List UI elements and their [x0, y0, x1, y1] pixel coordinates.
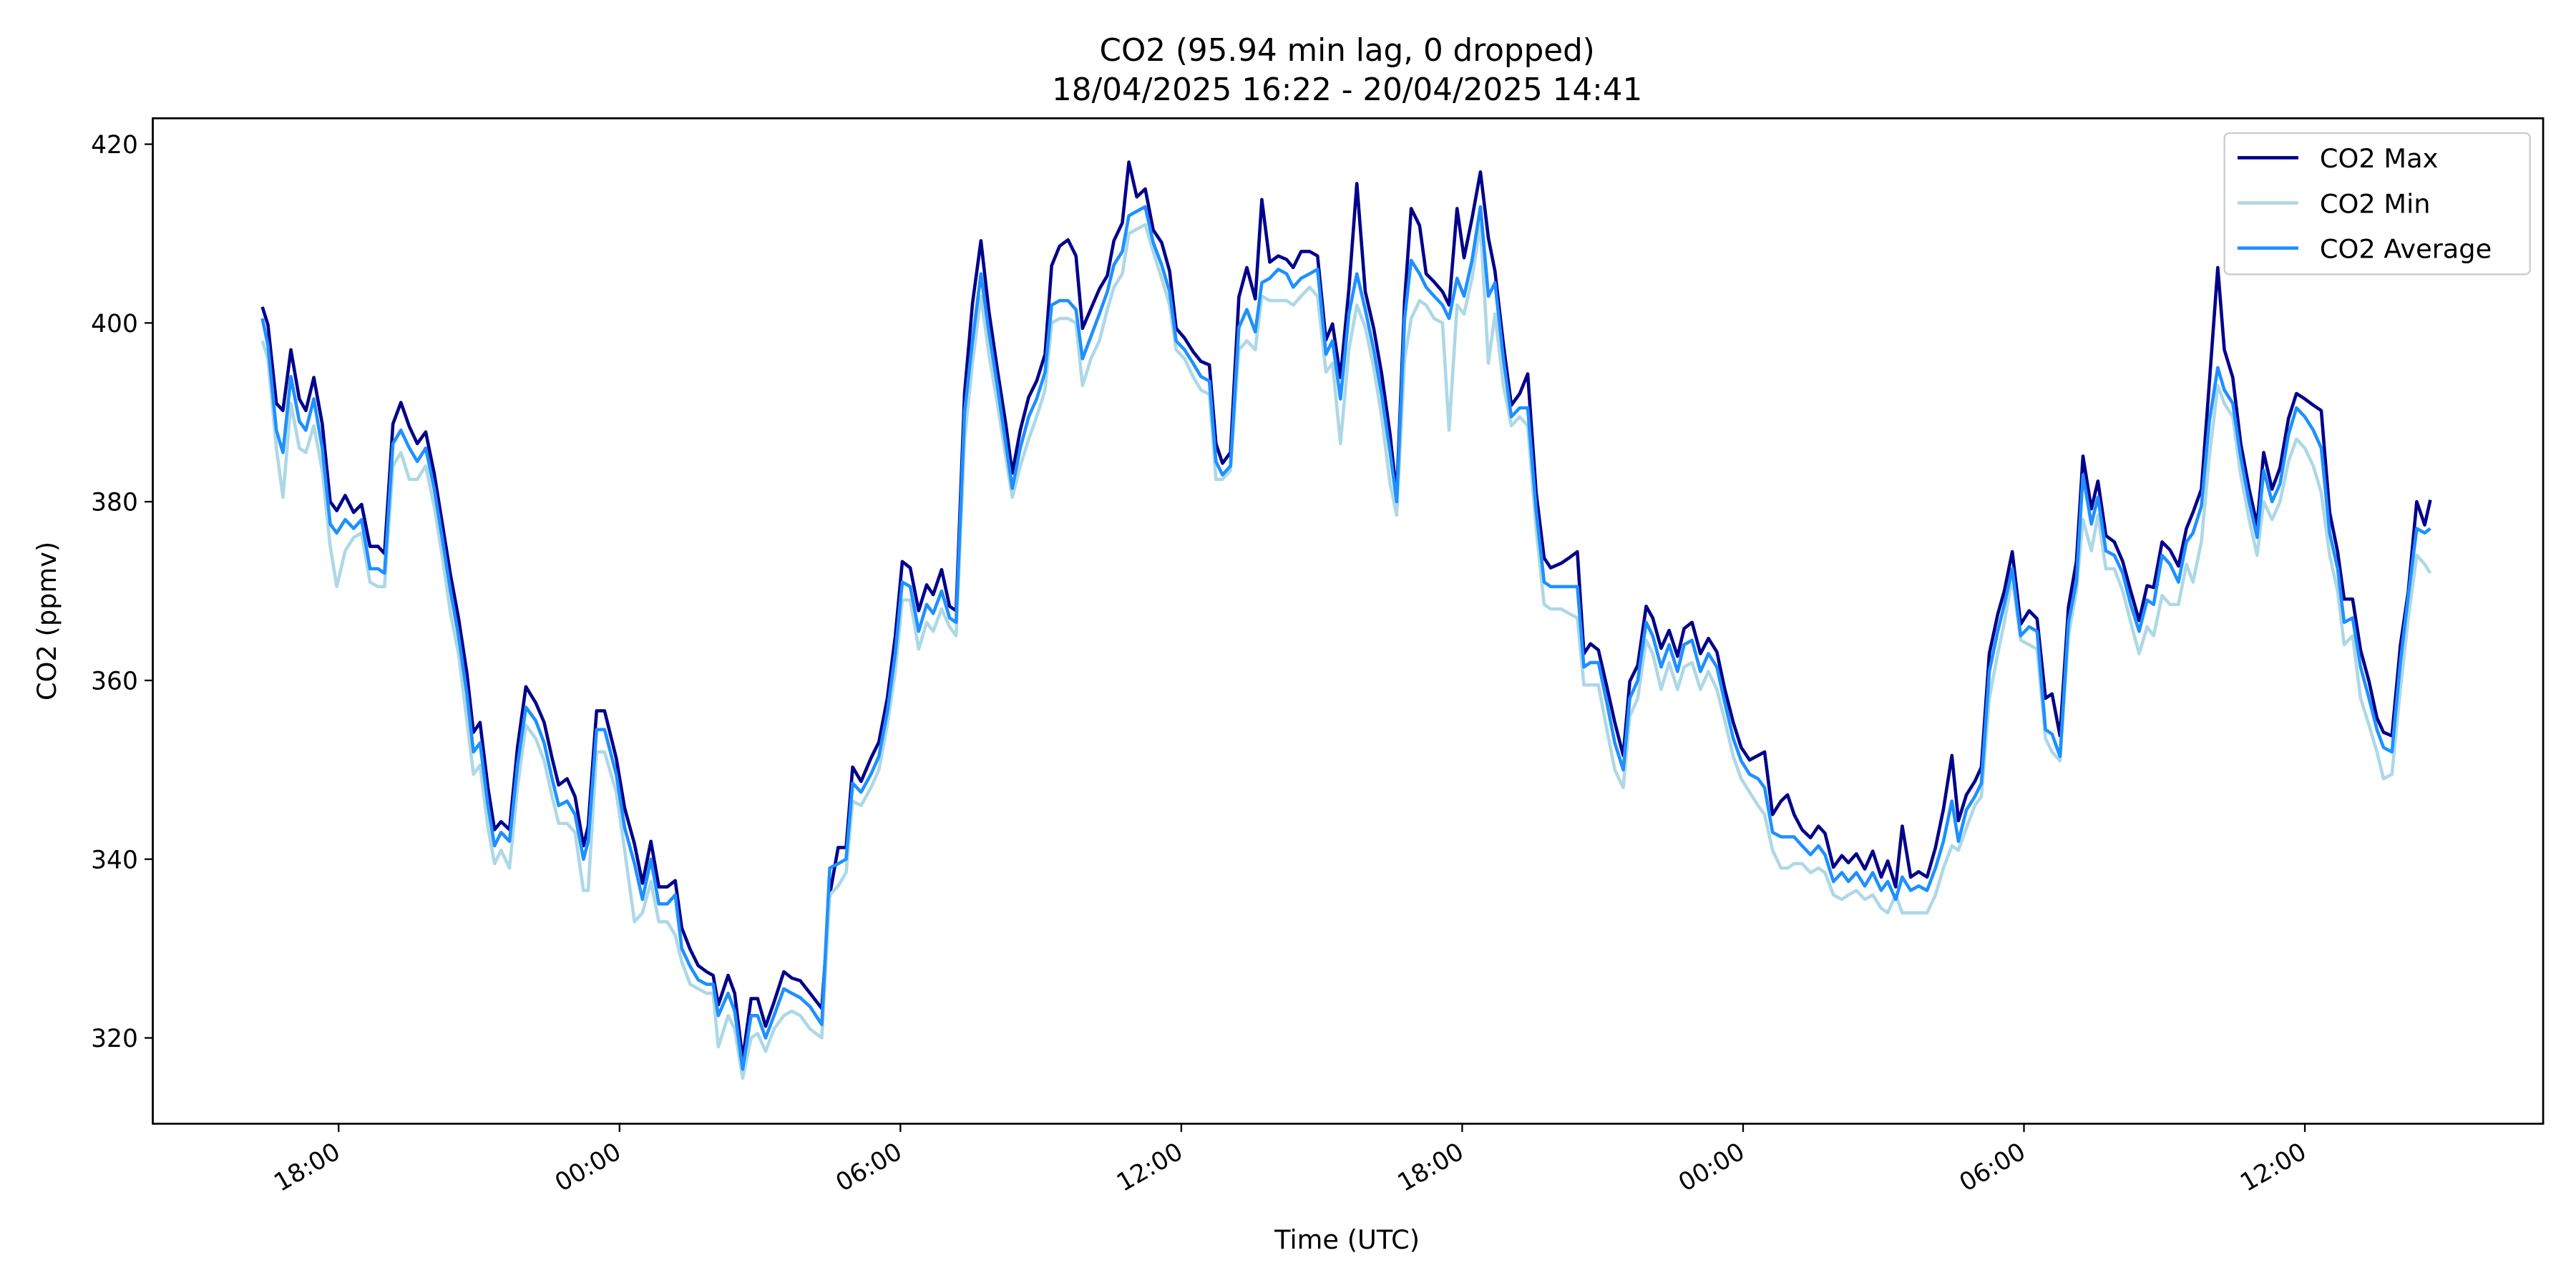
y-tick-label: 320 — [91, 1025, 138, 1053]
legend-label: CO2 Min — [2320, 188, 2431, 219]
axes-frame — [152, 117, 2545, 1125]
plot-area — [260, 160, 2432, 1080]
legend-label: CO2 Average — [2320, 233, 2492, 264]
data-line — [260, 160, 2432, 1061]
y-tick-label: 340 — [91, 846, 138, 874]
y-tick-label: 380 — [91, 489, 138, 517]
data-line — [260, 223, 2432, 1080]
y-tick-label: 420 — [91, 131, 138, 160]
y-axis-label: CO2 (ppmv) — [31, 542, 62, 701]
x-axis-label: Time (UTC) — [1274, 1224, 1420, 1255]
chart-subtitle: 18/04/2025 16:22 - 20/04/2025 14:41 — [1052, 72, 1642, 108]
data-line — [260, 205, 2431, 1071]
chart-title: CO2 (95.94 min lag, 0 dropped) — [1100, 33, 1595, 69]
y-tick-label: 360 — [91, 668, 138, 696]
legend: CO2 Max CO2 Min CO2 Average — [2223, 132, 2531, 275]
legend-box — [2223, 132, 2531, 275]
y-tick-label: 400 — [91, 310, 138, 338]
legend-label: CO2 Max — [2320, 143, 2439, 174]
